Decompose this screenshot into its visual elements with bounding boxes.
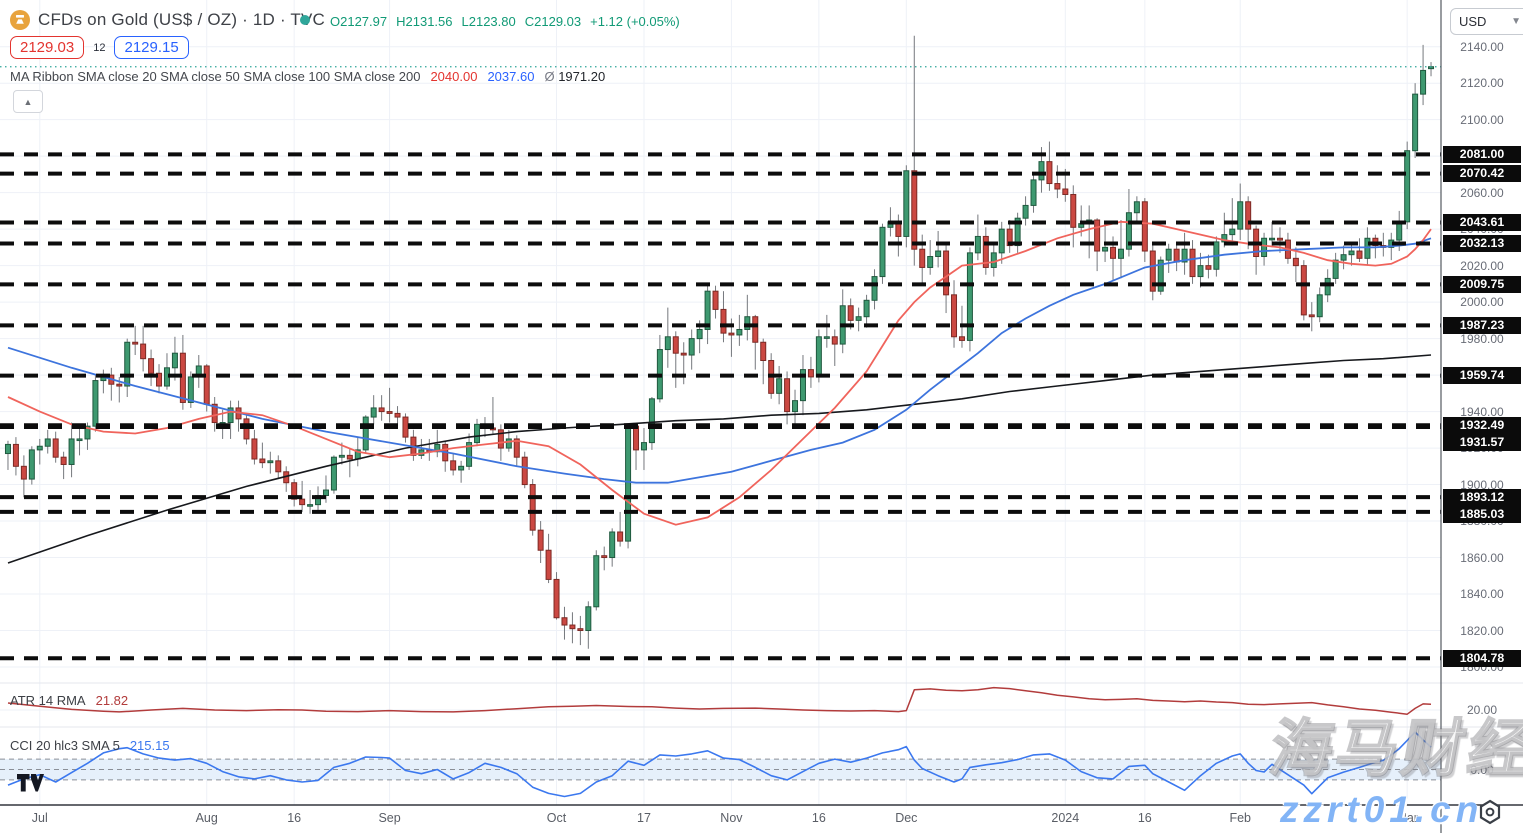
atr-axis-label: 20.00 xyxy=(1466,703,1498,717)
cci-label[interactable]: CCI 20 hlc3 SMA 5 xyxy=(10,738,120,753)
time-axis-label: Sep xyxy=(378,811,401,825)
cci-line xyxy=(7,731,1432,798)
ohlc-change: +1.12 (+0.05%) xyxy=(590,14,680,29)
time-axis-label: Aug xyxy=(195,811,218,825)
ohlc-high: H2131.56 xyxy=(396,14,453,29)
ohlc-values: O2127.97 H2131.56 L2123.80 C2129.03 +1.1… xyxy=(330,14,680,29)
candles-layer xyxy=(4,35,1435,649)
price-axis-label: 1980.00 xyxy=(1460,331,1504,346)
price-axis-label: 1840.00 xyxy=(1460,587,1504,602)
time-axis-label: 16 xyxy=(811,811,826,825)
price-level-label: 1987.23 xyxy=(1443,316,1521,334)
ma-ribbon-label[interactable]: MA Ribbon SMA close 20 SMA close 50 SMA … xyxy=(10,69,421,84)
sell-price-button[interactable]: 2129.03 xyxy=(10,36,85,59)
buy-price-button[interactable]: 2129.15 xyxy=(114,36,189,59)
chevron-down-icon: ▼ xyxy=(1511,16,1521,27)
price-level-label: 2070.42 xyxy=(1443,165,1521,183)
price-level-label: 1804.78 xyxy=(1443,649,1521,667)
ma-sma20-value: 2040.00 xyxy=(430,69,478,84)
time-axis-label: 16 xyxy=(287,811,302,825)
spread-value: 12 xyxy=(93,41,106,54)
price-level-label: 1893.12 xyxy=(1443,488,1521,506)
cci-value: 215.15 xyxy=(129,738,170,753)
price-axis-label: 2020.00 xyxy=(1460,258,1504,273)
ma-average: Ø 1971.20 xyxy=(544,69,606,84)
currency-value: USD xyxy=(1459,14,1487,29)
ohlc-close: C2129.03 xyxy=(524,14,582,29)
price-axis-label: 1820.00 xyxy=(1460,623,1504,638)
price-axis[interactable]: USD ▼ 2140.002120.002100.002080.002060.0… xyxy=(1441,0,1523,833)
price-level-label: 2043.61 xyxy=(1443,214,1521,232)
price-axis-label: 2060.00 xyxy=(1460,185,1504,200)
ma-sma50-value: 2037.60 xyxy=(487,69,535,84)
cci-pane xyxy=(0,731,1441,798)
atr-pane xyxy=(7,686,1432,715)
cci-legend[interactable]: CCI 20 hlc3 SMA 5 215.15 xyxy=(10,738,170,753)
price-axis-label: 2120.00 xyxy=(1460,76,1504,91)
watermark-site: zzrt01.cn xyxy=(1280,789,1484,830)
time-axis[interactable]: Jul Aug 16 Sep Oct 17 Nov 16 Dec 2024 16 Feb Mar xyxy=(0,805,1523,833)
price-level-lines[interactable] xyxy=(0,152,1441,661)
chevron-up-icon: ▲ xyxy=(23,96,33,107)
time-axis-label: Nov xyxy=(720,811,743,825)
hexagon-nut-gear-icon xyxy=(1479,799,1501,825)
ohlc-open: O2127.97 xyxy=(330,14,388,29)
tradingview-logo[interactable] xyxy=(17,774,44,792)
currency-dropdown[interactable]: USD ▼ xyxy=(1450,8,1523,35)
price-level-label: 2081.00 xyxy=(1443,145,1521,163)
time-axis-label: 2024 xyxy=(1051,811,1080,825)
time-axis-label: 17 xyxy=(637,811,651,825)
time-axis-label: Mar xyxy=(1396,811,1418,825)
atr-legend[interactable]: ATR 14 RMA 21.82 xyxy=(10,693,128,708)
sma-50-line xyxy=(7,237,1432,484)
time-axis-label: 16 xyxy=(1137,811,1152,825)
price-axis-label: 1860.00 xyxy=(1460,550,1504,565)
price-axis-label: 1900.00 xyxy=(1460,477,1504,492)
atr-label[interactable]: ATR 14 RMA xyxy=(10,693,86,708)
ohlc-low: L2123.80 xyxy=(461,14,516,29)
sma-200-line xyxy=(7,354,1432,564)
watermark-cjk: 海马财经 xyxy=(1264,714,1523,785)
cci-axis-label: 0.00 xyxy=(1470,762,1494,777)
price-axis-label: 2100.00 xyxy=(1460,112,1504,127)
market-status-dot-icon[interactable] xyxy=(300,15,310,25)
atr-value: 21.82 xyxy=(95,693,129,708)
atr-line xyxy=(7,686,1432,715)
price-level-label: 1931.57 xyxy=(1443,433,1521,451)
price-axis-label: 1940.00 xyxy=(1460,404,1504,419)
gridlines xyxy=(0,0,1441,805)
time-axis-label: Oct xyxy=(546,811,567,825)
price-level-label: 2009.75 xyxy=(1443,275,1521,293)
ma-ribbon-legend[interactable]: MA Ribbon SMA close 20 SMA close 50 SMA … xyxy=(10,69,605,84)
time-axis-label: Feb xyxy=(1229,811,1251,825)
price-level-label: 2032.13 xyxy=(1443,234,1521,252)
collapse-legend-button[interactable]: ▲ xyxy=(13,90,43,113)
price-level-label: 1885.03 xyxy=(1443,505,1521,523)
price-axis-label: 2140.00 xyxy=(1460,39,1504,54)
price-level-label: 1959.74 xyxy=(1443,367,1521,385)
symbol-title[interactable]: CFDs on Gold (US$ / OZ) · 1D · TVC xyxy=(38,10,326,29)
symbol-legend[interactable]: CFDs on Gold (US$ / OZ) · 1D · TVC xyxy=(10,10,325,30)
time-axis-label: Jul xyxy=(31,811,48,825)
time-axis-label: Dec xyxy=(895,811,918,825)
price-level-label: 1932.49 xyxy=(1443,416,1521,434)
gold-coin-icon xyxy=(10,10,30,30)
price-axis-label: 2000.00 xyxy=(1460,295,1504,310)
